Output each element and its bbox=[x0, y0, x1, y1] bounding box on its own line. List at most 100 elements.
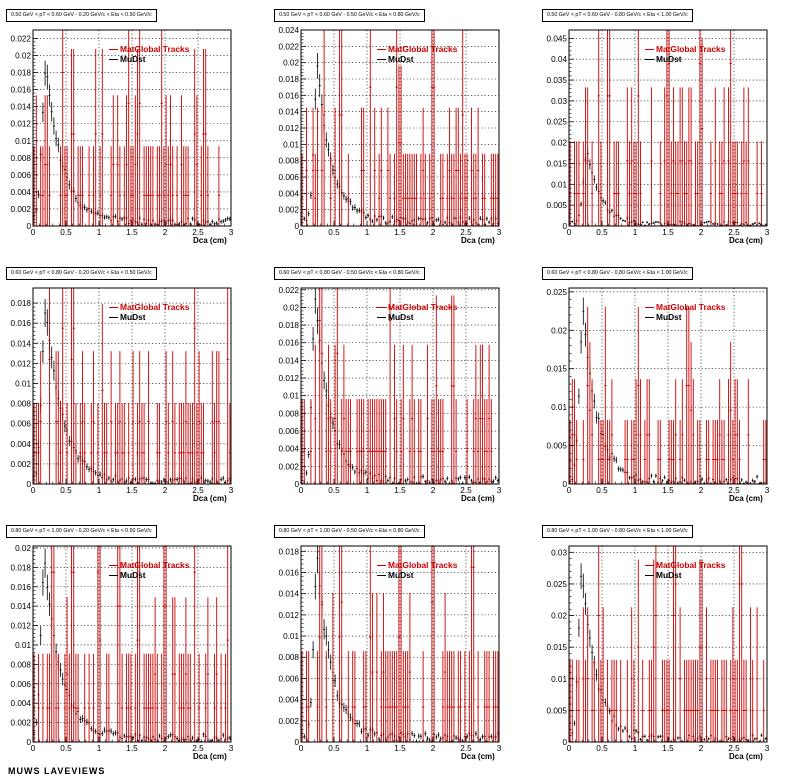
y-tick-label: 0.002 bbox=[11, 205, 32, 214]
x-tick-label: 1 bbox=[633, 744, 638, 753]
y-tick-label: 0.014 bbox=[11, 602, 32, 611]
y-tick-label: 0.005 bbox=[547, 706, 568, 715]
y-tick-label: 0.012 bbox=[279, 374, 300, 383]
legend-entry-matglobal: MatGlobal Tracks bbox=[377, 560, 457, 570]
y-tick-label: 0.02 bbox=[283, 303, 299, 312]
legend-label: MatGlobal Tracks bbox=[120, 560, 190, 570]
x-tick-label: 2 bbox=[431, 228, 436, 237]
histogram-svg: 0.002 0.004 0.006 0.008 0.01 0.012 0.014 0.016 0… bbox=[279, 286, 502, 495]
y-tick-label: 0.018 bbox=[279, 321, 300, 330]
x-axis-label: Dca (cm) bbox=[461, 752, 495, 761]
histogram-svg: 0.005 0.01 0.015 0.02 0.025 0.03 00 0.5 1 1.5 2 2.5… bbox=[547, 545, 770, 753]
y-axis: 0.005 0.01 0.015 0.02 0.025 0.03 0.035 0.04 0.04… bbox=[547, 34, 574, 231]
legend-entry-mudst: MuDst bbox=[377, 54, 414, 64]
y-axis: 0.005 0.01 0.015 0.02 0.025 0.03 0 bbox=[547, 548, 574, 747]
x-tick-label: 0.5 bbox=[328, 486, 340, 495]
y-tick-label: 0 bbox=[294, 222, 299, 231]
legend-swatch-red bbox=[109, 565, 118, 566]
y-tick-label: 0.02 bbox=[551, 612, 567, 621]
legend-entry-mudst: MuDst bbox=[377, 570, 414, 580]
y-tick-label: 0.016 bbox=[11, 86, 32, 95]
histogram-panel: 0.005 0.01 0.015 0.02 0.025 0.03 0.035 0.04 0.04… bbox=[536, 0, 796, 258]
histogram-title: 0.60 GeV < pT < 0.80 GeV - 0.50 GeV/c < … bbox=[274, 267, 425, 280]
x-tick-label: 2 bbox=[431, 744, 436, 753]
x-tick-label: 0.5 bbox=[596, 486, 608, 495]
histogram-svg: 0.005 0.01 0.015 0.02 0.025 0.03 0.035 0.04 0.04… bbox=[547, 29, 770, 237]
matglobal-series bbox=[568, 546, 765, 742]
y-tick-label: 0.006 bbox=[279, 674, 300, 683]
histogram-svg: 0.002 0.004 0.006 0.008 0.01 0.012 0.014 0.016 0… bbox=[11, 544, 234, 753]
x-axis: 0 0.5 1 1.5 2 2.5 3 bbox=[299, 737, 502, 753]
y-tick-label: 0.016 bbox=[11, 583, 32, 592]
x-tick-label: 0.5 bbox=[596, 744, 608, 753]
histogram-title: 0.50 GeV < pT < 0.60 GeV - 0.80 GeV/c < … bbox=[542, 9, 693, 22]
x-tick-label: 0 bbox=[31, 486, 36, 495]
y-tick-label: 0.018 bbox=[11, 69, 32, 78]
matglobal-series bbox=[568, 30, 763, 226]
y-tick-label: 0.012 bbox=[11, 622, 32, 631]
x-tick-label: 3 bbox=[765, 228, 770, 237]
legend-entry-matglobal: MatGlobal Tracks bbox=[645, 302, 726, 312]
x-tick-label: 0 bbox=[31, 228, 36, 237]
x-tick-label: 2.5 bbox=[460, 486, 472, 495]
x-axis-label: Dca (cm) bbox=[729, 752, 763, 761]
y-tick-label: 0.002 bbox=[279, 206, 300, 215]
y-tick-label: 0.002 bbox=[11, 460, 32, 469]
legend-swatch-black bbox=[645, 575, 654, 576]
x-tick-label: 3 bbox=[497, 744, 502, 753]
x-tick-label: 2.5 bbox=[460, 744, 472, 753]
legend-label: MatGlobal Tracks bbox=[656, 302, 726, 312]
y-tick-label: 0.02 bbox=[15, 52, 31, 61]
legend-label: MuDst bbox=[388, 570, 414, 580]
legend-entry-matglobal: MatGlobal Tracks bbox=[109, 302, 189, 312]
legend-entry-mudst: MuDst bbox=[645, 54, 682, 64]
histogram-panel: 0.005 0.01 0.015 0.02 0.025 0 0 0.5 1 1.5 2 2.5 3 0.6… bbox=[536, 258, 796, 516]
histogram-svg: 0.002 0.004 0.006 0.008 0.01 0.012 0.014 0.016 0… bbox=[279, 545, 502, 753]
legend-swatch-black bbox=[109, 575, 118, 576]
histogram-panel: 0.002 0.004 0.006 0.008 0.01 0.012 0.014 0.016 0… bbox=[0, 258, 265, 516]
x-tick-label: 3 bbox=[229, 744, 234, 753]
x-tick-label: 2 bbox=[163, 228, 168, 237]
y-tick-label: 0 bbox=[562, 480, 567, 489]
y-tick-label: 0.012 bbox=[279, 124, 300, 133]
x-tick-label: 3 bbox=[229, 228, 234, 237]
matglobal-series bbox=[32, 546, 229, 742]
y-tick-label: 0.01 bbox=[283, 140, 299, 149]
legend-swatch-red bbox=[109, 49, 118, 50]
legend-label: MuDst bbox=[656, 54, 682, 64]
y-tick-label: 0.025 bbox=[547, 580, 568, 589]
y-tick-label: 0.016 bbox=[11, 319, 32, 328]
legend-entry-matglobal: MatGlobal Tracks bbox=[645, 44, 725, 54]
legend-swatch-red bbox=[109, 307, 118, 308]
y-tick-label: 0.01 bbox=[551, 403, 567, 412]
x-tick-label: 1 bbox=[97, 744, 102, 753]
y-tick-label: 0.005 bbox=[547, 442, 568, 451]
footer-text-fragment: MUWS LAVEVIEWS bbox=[8, 766, 106, 774]
y-tick-label: 0.01 bbox=[283, 632, 299, 641]
legend-entry-mudst: MuDst bbox=[377, 312, 414, 322]
y-tick-label: 0.014 bbox=[279, 590, 300, 599]
legend-label: MuDst bbox=[120, 54, 146, 64]
y-tick-label: 0.004 bbox=[11, 699, 32, 708]
y-tick-label: 0.014 bbox=[11, 339, 32, 348]
y-tick-label: 0.014 bbox=[11, 103, 32, 112]
grid-lines bbox=[301, 546, 499, 742]
x-tick-label: 0 bbox=[31, 744, 36, 753]
x-tick-label: 0.5 bbox=[60, 744, 72, 753]
x-tick-label: 0 bbox=[567, 486, 572, 495]
y-tick-label: 0.018 bbox=[11, 299, 32, 308]
legend-label: MatGlobal Tracks bbox=[120, 44, 190, 54]
x-axis: 0 0.5 1 1.5 2 2.5 3 bbox=[31, 479, 234, 495]
y-tick-label: 0.004 bbox=[279, 189, 300, 198]
y-tick-label: 0.006 bbox=[11, 420, 32, 429]
legend-entry-matglobal: MatGlobal Tracks bbox=[109, 44, 190, 54]
histogram-title: 0.50 GeV < pT < 0.60 GeV - 0.20 GeV/c < … bbox=[6, 9, 157, 22]
y-tick-label: 0.04 bbox=[551, 55, 567, 64]
x-axis-label: Dca (cm) bbox=[461, 236, 495, 245]
histogram-title: 0.60 GeV < pT < 0.80 GeV - 0.80 GeV/c < … bbox=[542, 267, 693, 280]
x-tick-label: 0.5 bbox=[60, 228, 72, 237]
y-tick-label: 0.022 bbox=[279, 42, 300, 51]
y-tick-label: 0.008 bbox=[11, 154, 32, 163]
legend-label: MuDst bbox=[120, 312, 146, 322]
matglobal-series bbox=[300, 30, 500, 226]
